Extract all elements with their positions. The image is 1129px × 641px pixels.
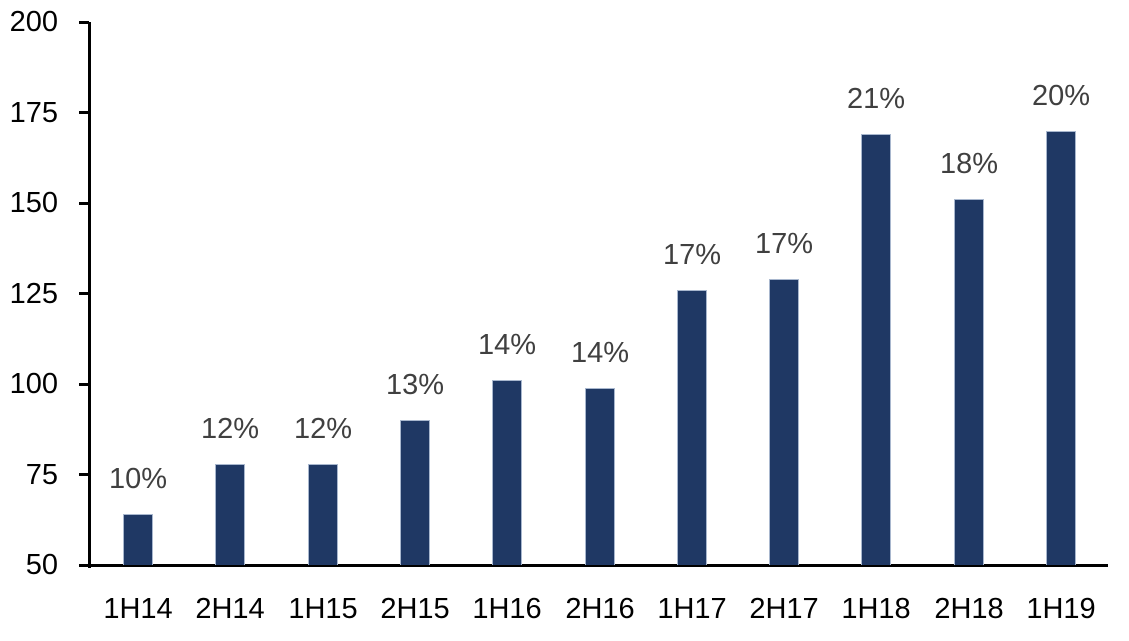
x-tick-label: 1H17 <box>657 593 727 625</box>
bar <box>861 134 891 565</box>
x-tick-label: 2H16 <box>565 593 635 625</box>
bar-value-label: 14% <box>570 337 630 369</box>
y-tick-mark <box>79 202 89 205</box>
bar <box>1046 131 1076 565</box>
bar <box>769 279 799 565</box>
bar-value-label: 18% <box>939 148 999 180</box>
y-axis-line <box>88 22 91 568</box>
y-tick-label: 75 <box>25 459 58 491</box>
y-tick-mark <box>79 21 89 24</box>
y-tick-mark <box>79 111 89 114</box>
bar <box>585 388 615 565</box>
x-axis-line <box>79 564 1108 567</box>
y-tick-label: 100 <box>9 368 58 400</box>
y-tick-mark <box>79 292 89 295</box>
bar-value-label: 17% <box>662 239 722 271</box>
bar-value-label: 17% <box>754 228 814 260</box>
bar-value-label: 21% <box>846 83 906 115</box>
bar-value-label: 12% <box>293 413 353 445</box>
x-tick-label: 2H15 <box>380 593 450 625</box>
y-tick-mark <box>79 383 89 386</box>
bar-value-label: 14% <box>477 329 537 361</box>
y-tick-label: 50 <box>25 549 58 581</box>
x-tick-label: 1H18 <box>841 593 911 625</box>
y-tick-mark <box>79 564 89 567</box>
bar <box>954 199 984 565</box>
y-tick-label: 200 <box>9 6 58 38</box>
bar <box>400 420 430 565</box>
x-tick-label: 2H17 <box>749 593 819 625</box>
x-tick-label: 1H15 <box>288 593 358 625</box>
y-tick-label: 150 <box>9 187 58 219</box>
bar <box>123 514 153 565</box>
bar-value-label: 20% <box>1031 80 1091 112</box>
bar <box>492 380 522 565</box>
y-tick-label: 125 <box>9 278 58 310</box>
bar <box>677 290 707 565</box>
x-tick-label: 1H16 <box>472 593 542 625</box>
x-tick-label: 2H18 <box>934 593 1004 625</box>
y-tick-label: 175 <box>9 97 58 129</box>
bar-value-label: 12% <box>200 413 260 445</box>
y-tick-mark <box>79 473 89 476</box>
bar <box>308 464 338 565</box>
bar-value-label: 10% <box>108 463 168 495</box>
x-tick-label: 1H14 <box>103 593 173 625</box>
bar <box>215 464 245 565</box>
x-tick-label: 2H14 <box>195 593 265 625</box>
bar-value-label: 13% <box>385 369 445 401</box>
x-tick-label: 1H19 <box>1026 593 1096 625</box>
